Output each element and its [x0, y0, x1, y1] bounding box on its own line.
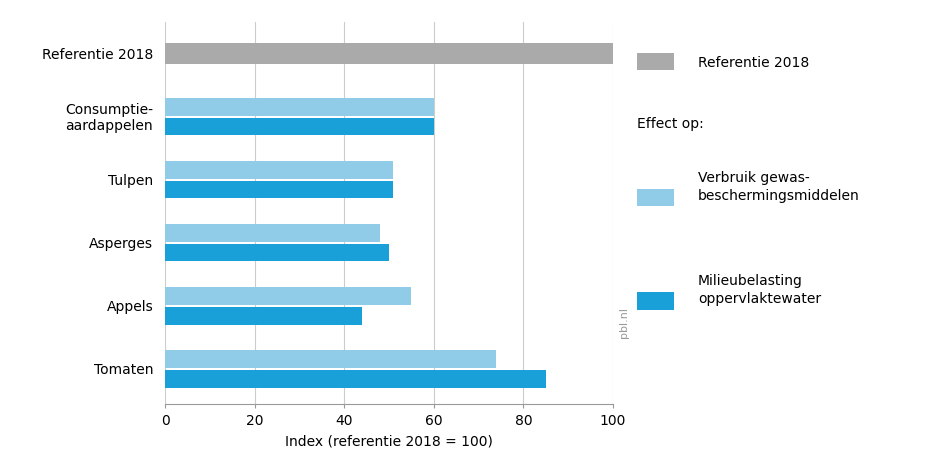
Bar — [165, 99, 434, 117]
Text: Verbruik gewas-
beschermingsmiddelen: Verbruik gewas- beschermingsmiddelen — [698, 170, 860, 202]
Text: Effect op:: Effect op: — [637, 117, 703, 131]
X-axis label: Index (referentie 2018 = 100): Index (referentie 2018 = 100) — [285, 434, 493, 448]
Bar — [165, 370, 546, 388]
Bar — [165, 225, 380, 242]
Bar — [165, 307, 362, 325]
Bar — [165, 351, 496, 368]
Text: Milieubelasting
oppervlaktewater: Milieubelasting oppervlaktewater — [698, 274, 821, 306]
Bar — [165, 118, 434, 136]
Bar — [165, 181, 393, 199]
Text: pbl.nl: pbl.nl — [620, 306, 629, 337]
Bar — [165, 162, 393, 179]
Bar — [165, 45, 613, 65]
Text: Referentie 2018: Referentie 2018 — [698, 56, 809, 69]
Bar — [165, 288, 411, 305]
Bar — [165, 244, 389, 262]
